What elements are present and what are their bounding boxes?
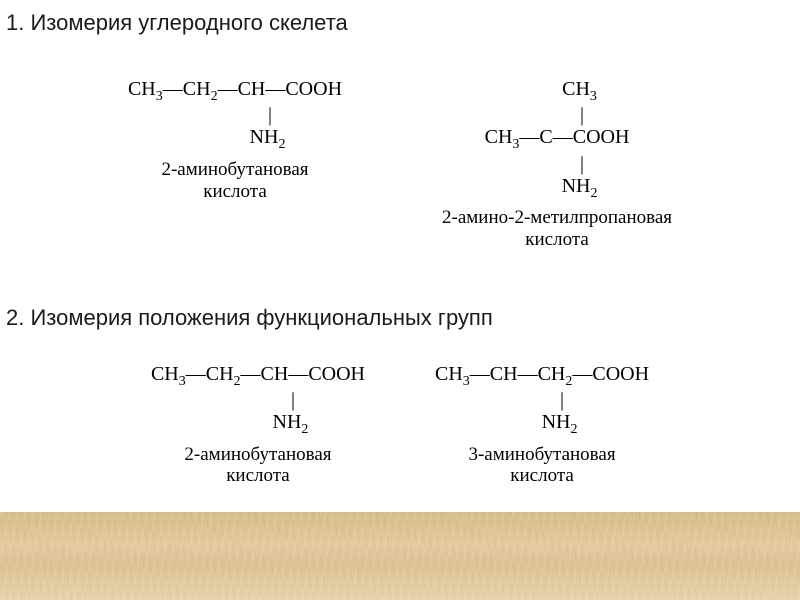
section-2-structures: CH3—CH2—CH—COOH | NH2 2-аминобутановая к… (0, 363, 800, 487)
structure-1-left: CH3—CH2—CH—COOH | NH2 2-аминобутановая к… (128, 78, 342, 251)
formula-2-left: CH3—CH2—CH—COOH | NH2 (151, 363, 365, 438)
caption-1-right: 2-амино-2-метилпропановая кислота (442, 207, 672, 251)
section-1-structures: CH3—CH2—CH—COOH | NH2 2-аминобутановая к… (0, 78, 800, 251)
structure-2-left: CH3—CH2—CH—COOH | NH2 2-аминобутановая к… (151, 363, 365, 487)
section-1-heading: 1. Изомерия углеродного скелета (0, 0, 800, 36)
formula-1-right: CH3 | CH3—C—COOH | NH2 (485, 78, 630, 201)
section-2: CH3—CH2—CH—COOH | NH2 2-аминобутановая к… (0, 363, 800, 487)
structure-2-right: CH3—CH—CH2—COOH | NH2 3-аминобутановая к… (435, 363, 649, 487)
formula-1-left: CH3—CH2—CH—COOH | NH2 (128, 78, 342, 153)
structure-1-right: CH3 | CH3—C—COOH | NH2 2-амино-2-метилпр… (442, 78, 672, 251)
caption-2-left: 2-аминобутановая кислота (184, 444, 331, 488)
section-2-heading: 2. Изомерия положения функциональных гру… (0, 295, 800, 331)
caption-2-right: 3-аминобутановая кислота (468, 444, 615, 488)
caption-1-left: 2-аминобутановая кислота (161, 159, 308, 203)
section-1: CH3—CH2—CH—COOH | NH2 2-аминобутановая к… (0, 78, 800, 251)
decorative-band (0, 512, 800, 600)
formula-2-right: CH3—CH—CH2—COOH | NH2 (435, 363, 649, 438)
